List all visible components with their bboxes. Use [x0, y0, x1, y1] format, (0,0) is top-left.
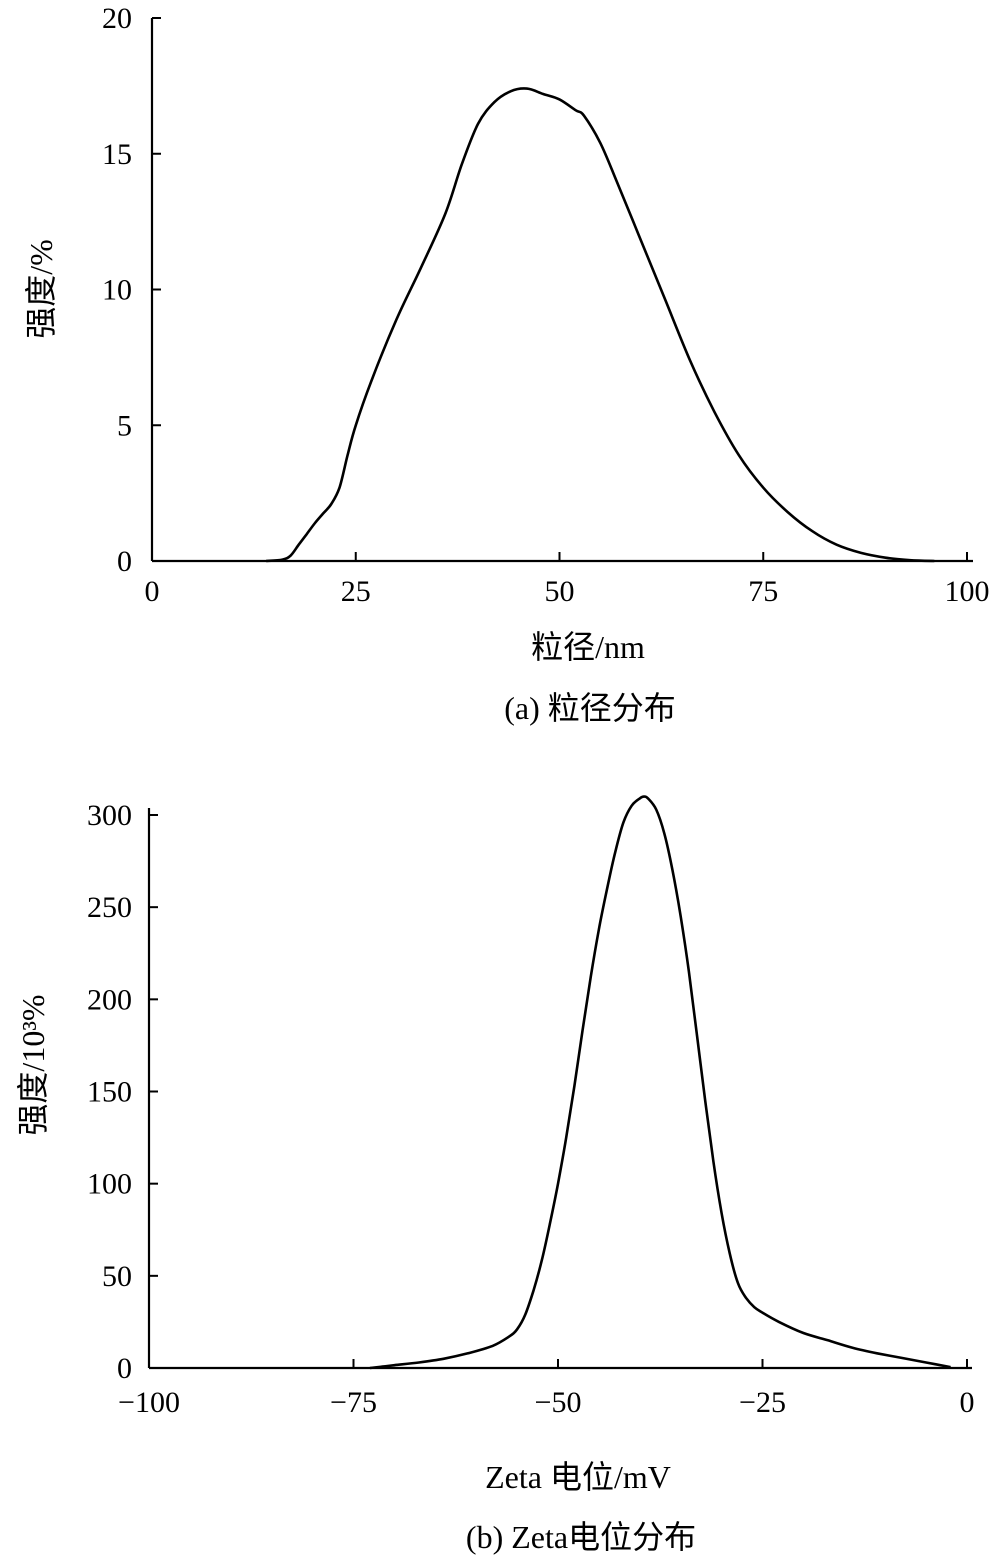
- panel-b-y-tick-label: 0: [117, 1352, 132, 1385]
- panel-b-y-tick-label: 300: [87, 799, 132, 832]
- panel-b-x-tick-label: −25: [739, 1386, 786, 1419]
- panel-a-y-tick-label: 0: [117, 545, 132, 578]
- panel-b-x-tick-label: −75: [330, 1386, 377, 1419]
- panel-a-x-tick-label: 75: [748, 575, 778, 608]
- panel-a-x-tick-label: 50: [545, 575, 575, 608]
- panel-a-y-axis-title: 强度/%: [23, 239, 59, 339]
- panel-a-y-tick-label: 20: [102, 2, 132, 35]
- panel-b-zeta-potential: −100 −75 −50 −25 0 0 50 100 150 200 250 300 Zeta 电…: [15, 795, 975, 1555]
- panel-a-y-tick-label: 5: [117, 409, 132, 442]
- panel-b-y-axis-title: 强度/10³%: [15, 994, 51, 1135]
- panel-a-caption: (a) 粒径分布: [504, 690, 676, 726]
- panel-a-series-line: [266, 87, 935, 563]
- panel-b-y-tick-label: 250: [87, 891, 132, 924]
- panel-a-x-tick-label: 100: [945, 575, 990, 608]
- panel-a-particle-size: 0 25 50 75 100 0 5 10 15 20 粒径/nm 强度/% (a) 粒径分布: [23, 2, 990, 726]
- panel-a-x-tick-label: 25: [341, 575, 371, 608]
- panel-b-series-line: [369, 795, 951, 1370]
- panel-b-x-axis-title: Zeta 电位/mV: [485, 1459, 671, 1495]
- panel-a-y-tick-label: 10: [102, 274, 132, 307]
- panel-a-x-axis-title: 粒径/nm: [531, 629, 645, 665]
- panel-b-y-tick-label: 200: [87, 983, 132, 1016]
- panel-b-x-tick-label: −50: [535, 1386, 582, 1419]
- panel-a-x-tick-label: 0: [145, 575, 160, 608]
- panel-b-y-tick-label: 50: [102, 1260, 132, 1293]
- panel-b-x-tick-label: 0: [960, 1386, 975, 1419]
- panel-b-caption: (b) Zeta电位分布: [466, 1519, 696, 1555]
- panel-b-x-tick-label: −100: [118, 1386, 180, 1419]
- panel-b-y-tick-label: 100: [87, 1168, 132, 1201]
- panel-b-y-tick-label: 150: [87, 1076, 132, 1109]
- panel-a-y-tick-label: 15: [102, 138, 132, 171]
